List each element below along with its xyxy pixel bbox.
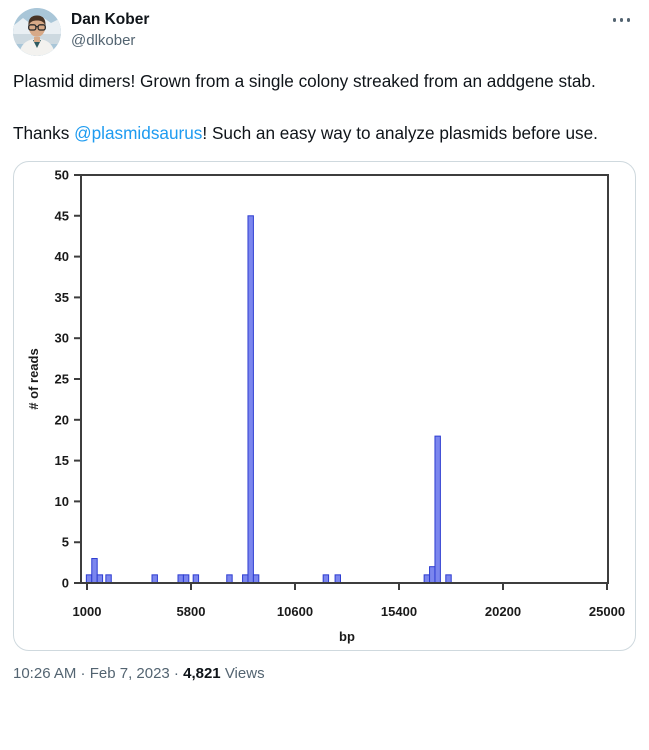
histogram-bar	[105, 574, 112, 584]
y-tick-label: 50	[55, 168, 69, 183]
author-handle: @dlkober	[71, 32, 136, 49]
x-axis-label: bp	[339, 629, 355, 644]
histogram-bar	[151, 574, 158, 584]
y-tick-label: 20	[55, 412, 69, 427]
y-tick-label: 10	[55, 494, 69, 509]
author-name[interactable]: Dan Kober	[71, 11, 150, 28]
histogram-bar	[445, 574, 452, 584]
histogram-bar	[177, 574, 184, 584]
timestamp-row: 10:26 AM · Feb 7, 2023 · 4,821 Views	[13, 664, 636, 684]
x-tick-label: 20200	[485, 604, 521, 619]
y-tick-label: 0	[62, 576, 69, 591]
histogram-bar	[429, 566, 436, 584]
x-tick-label: 10600	[277, 604, 313, 619]
y-tick-label: 30	[55, 331, 69, 346]
histogram-bar	[96, 574, 104, 584]
y-tick-label: 40	[55, 249, 69, 264]
y-tick-label: 5	[62, 535, 69, 550]
histogram-bar	[85, 574, 93, 584]
timestamp[interactable]: 10:26 AM · Feb 7, 2023 ·	[13, 665, 184, 682]
attached-chart-image[interactable]: 0 5 10 15 20 25 30 35 40 45 50 1000 5800 10600 15400 20…	[13, 161, 636, 651]
histogram-bar	[91, 558, 98, 584]
mention-link[interactable]: @plasmidsaurus	[74, 123, 203, 143]
histogram-bar	[322, 574, 330, 584]
y-tick-label: 35	[55, 290, 69, 305]
x-tick-label: 1000	[73, 604, 102, 619]
author-names: Dan Kober @dlkober	[71, 8, 149, 51]
x-tick-label: 15400	[381, 604, 417, 619]
more-icon	[612, 18, 616, 22]
y-tick-label: 15	[55, 453, 69, 468]
x-tick-label: 25000	[589, 604, 625, 619]
tweet-header: Dan Kober @dlkober	[13, 8, 636, 56]
histogram-chart: 0 5 10 15 20 25 30 35 40 45 50 1000 5800 10600 15400 20…	[26, 168, 625, 645]
tweet-card: Dan Kober @dlkober Plasmid dimers! Grown…	[13, 8, 636, 684]
more-icon	[619, 18, 623, 22]
x-tick-label: 5800	[177, 604, 206, 619]
histogram-bar	[242, 574, 249, 584]
tweet-text: ! Such an easy way to analyze plasmids b…	[202, 123, 598, 143]
tweet-text: Thanks	[13, 123, 75, 143]
histogram-bar	[252, 574, 260, 584]
histogram-bar	[247, 215, 254, 584]
more-button[interactable]	[609, 14, 635, 26]
avatar-image	[13, 8, 61, 56]
avatar[interactable]	[13, 8, 61, 56]
views-count: 4,821	[183, 665, 221, 682]
tweet-paragraph-2: Thanks @plasmidsaurus! Such an easy way …	[13, 120, 636, 146]
histogram-bar	[334, 574, 341, 584]
histogram-bar	[192, 574, 200, 584]
views-label: Views	[220, 665, 265, 682]
y-tick-label: 45	[55, 208, 69, 223]
histogram-bar	[423, 574, 431, 584]
plot-frame	[80, 174, 609, 584]
more-icon	[626, 18, 630, 22]
tweet-body: Plasmid dimers! Grown from a single colo…	[13, 68, 636, 146]
y-axis-label: # of reads	[26, 348, 41, 409]
histogram-bar	[226, 574, 233, 584]
tweet-paragraph-1: Plasmid dimers! Grown from a single colo…	[13, 71, 596, 91]
y-tick-label: 25	[55, 372, 69, 387]
histogram-bar	[182, 574, 190, 584]
histogram-bar	[434, 435, 441, 584]
